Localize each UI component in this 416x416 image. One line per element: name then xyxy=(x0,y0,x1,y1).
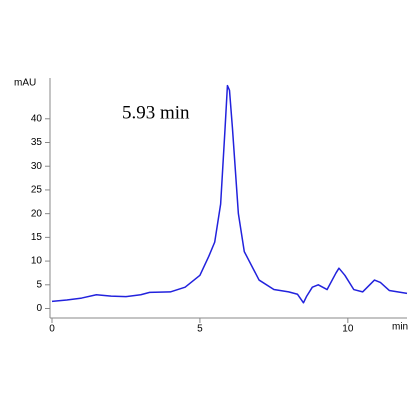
y-tick-label: 20 xyxy=(31,208,43,219)
y-tick-label: 10 xyxy=(31,256,43,267)
x-tick-label: 0 xyxy=(49,324,55,335)
y-tick-label: 30 xyxy=(31,161,43,172)
y-axis-label: mAU xyxy=(14,78,36,89)
y-tick-label: 25 xyxy=(31,185,43,196)
y-tick-label: 5 xyxy=(36,279,42,290)
x-tick-label: 10 xyxy=(342,324,354,335)
peak-annotation: 5.93 min xyxy=(122,102,190,123)
y-tick-label: 0 xyxy=(36,303,42,314)
x-tick-label: 5 xyxy=(197,324,203,335)
y-tick-label: 35 xyxy=(31,137,43,148)
y-tick-label: 15 xyxy=(31,232,43,243)
x-axis-label: min xyxy=(392,322,408,333)
y-tick-label: 40 xyxy=(31,113,43,124)
signal-trace xyxy=(51,84,408,304)
